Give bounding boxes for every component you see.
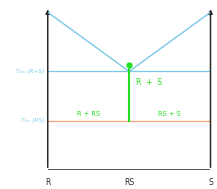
- Text: R: R: [45, 178, 50, 187]
- Text: RS: RS: [124, 178, 134, 187]
- Text: S: S: [208, 178, 213, 187]
- Text: RS + S: RS + S: [158, 112, 181, 118]
- Text: Tₗᵤₛ (RS): Tₗᵤₛ (RS): [21, 118, 44, 123]
- Text: Tₗᵤₛ (R+S): Tₗᵤₛ (R+S): [16, 69, 44, 74]
- Text: R + RS: R + RS: [77, 112, 100, 118]
- Text: R  +  S: R + S: [136, 78, 162, 88]
